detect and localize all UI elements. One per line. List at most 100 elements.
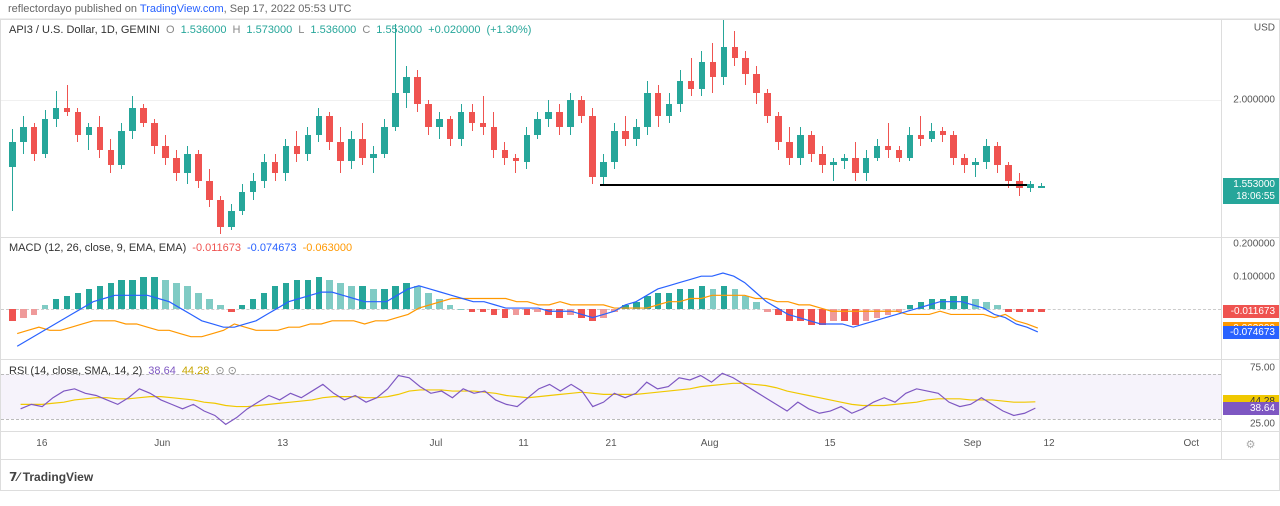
candle bbox=[863, 20, 870, 238]
macd-badge: -0.074673 bbox=[1223, 326, 1279, 339]
macd-hist-bar bbox=[688, 289, 695, 308]
candle bbox=[403, 20, 410, 238]
macd-hist-bar bbox=[742, 296, 749, 309]
candle bbox=[283, 20, 290, 238]
macd-hist-bar bbox=[140, 277, 147, 309]
candle bbox=[753, 20, 760, 238]
candle bbox=[370, 20, 377, 238]
macd-hist-bar bbox=[9, 309, 16, 322]
candle bbox=[414, 20, 421, 238]
macd-panel[interactable]: MACD (12, 26, close, 9, EMA, EMA) -0.011… bbox=[1, 238, 1279, 360]
candle bbox=[600, 20, 607, 238]
candle bbox=[469, 20, 476, 238]
candle bbox=[195, 20, 202, 238]
macd-hist-bar bbox=[929, 299, 936, 309]
candle bbox=[359, 20, 366, 238]
macd-hist-bar bbox=[611, 309, 618, 312]
candle bbox=[830, 20, 837, 238]
candle bbox=[611, 20, 618, 238]
candle bbox=[480, 20, 487, 238]
macd-line-value: -0.074673 bbox=[247, 242, 297, 254]
candle bbox=[524, 20, 531, 238]
publish-verb: published on bbox=[75, 3, 137, 15]
ohlc-pct: (+1.30%) bbox=[486, 24, 531, 36]
macd-hist-bar bbox=[151, 277, 158, 309]
price-axis[interactable]: USD 2.0000001.55300018:06:55 bbox=[1221, 20, 1279, 237]
candle bbox=[961, 20, 968, 238]
macd-hist-bar bbox=[480, 309, 487, 312]
support-line[interactable] bbox=[600, 184, 1027, 186]
candle bbox=[764, 20, 771, 238]
rsi-panel[interactable]: RSI (14, close, SMA, 14, 2) 38.64 44.28 … bbox=[1, 360, 1279, 432]
candle bbox=[261, 20, 268, 238]
rsi-value: 38.64 bbox=[148, 365, 176, 377]
macd-hist-bar bbox=[797, 309, 804, 322]
macd-hist-bar bbox=[961, 296, 968, 309]
macd-hist-bar bbox=[874, 309, 881, 319]
macd-label: MACD (12, 26, close, 9, EMA, EMA) bbox=[9, 242, 186, 254]
candle bbox=[1005, 20, 1012, 238]
time-tick: Aug bbox=[701, 438, 719, 449]
candle bbox=[972, 20, 979, 238]
candle bbox=[578, 20, 585, 238]
macd-hist-bar bbox=[491, 309, 498, 315]
macd-hist-bar bbox=[458, 309, 465, 310]
candle bbox=[721, 20, 728, 238]
candle bbox=[502, 20, 509, 238]
candle bbox=[108, 20, 115, 238]
candle bbox=[874, 20, 881, 238]
candle bbox=[305, 20, 312, 238]
macd-hist-bar bbox=[206, 299, 213, 309]
time-tick: 12 bbox=[1043, 438, 1054, 449]
macd-hist-bar bbox=[950, 296, 957, 309]
macd-hist-bar bbox=[86, 289, 93, 308]
macd-hist-value: -0.011673 bbox=[192, 242, 241, 254]
candle bbox=[129, 20, 136, 238]
site-link[interactable]: TradingView.com bbox=[140, 3, 224, 15]
candle bbox=[392, 20, 399, 238]
time-tick: Jul bbox=[430, 438, 443, 449]
macd-hist-bar bbox=[524, 309, 531, 315]
candle bbox=[983, 20, 990, 238]
candle bbox=[381, 20, 388, 238]
macd-badge: -0.011673 bbox=[1223, 305, 1279, 318]
macd-hist-bar bbox=[972, 299, 979, 309]
macd-hist-bar bbox=[359, 286, 366, 308]
macd-hist-bar bbox=[305, 280, 312, 309]
macd-hist-bar bbox=[42, 305, 49, 308]
candle bbox=[918, 20, 925, 238]
candle bbox=[885, 20, 892, 238]
candle bbox=[786, 20, 793, 238]
macd-hist-bar bbox=[108, 283, 115, 309]
candle bbox=[633, 20, 640, 238]
price-panel[interactable]: API3 / U.S. Dollar, 1D, GEMINI O1.536000… bbox=[1, 20, 1279, 238]
macd-hist-bar bbox=[808, 309, 815, 325]
macd-axis[interactable]: 0.2000000.100000-0.011673-0.063000-0.074… bbox=[1221, 238, 1279, 359]
time-tick: 21 bbox=[606, 438, 617, 449]
candle bbox=[272, 20, 279, 238]
candle bbox=[808, 20, 815, 238]
candle bbox=[250, 20, 257, 238]
macd-hist-bar bbox=[885, 309, 892, 315]
axis-settings[interactable]: ⚙ bbox=[1221, 432, 1279, 459]
price-info-row: API3 / U.S. Dollar, 1D, GEMINI O1.536000… bbox=[9, 24, 531, 36]
candle bbox=[666, 20, 673, 238]
macd-hist-bar bbox=[983, 302, 990, 308]
macd-hist-bar bbox=[326, 280, 333, 309]
rsi-band bbox=[1, 374, 1221, 419]
rsi-axis[interactable]: 75.0025.0044.2838.64 bbox=[1221, 360, 1279, 431]
ohlc-open: 1.536000 bbox=[181, 24, 227, 36]
macd-hist-bar bbox=[600, 309, 607, 319]
macd-hist-bar bbox=[732, 289, 739, 308]
macd-hist-bar bbox=[20, 309, 27, 319]
candle bbox=[677, 20, 684, 238]
macd-hist-bar bbox=[348, 286, 355, 308]
macd-hist-bar bbox=[337, 283, 344, 309]
macd-hist-bar bbox=[666, 293, 673, 309]
macd-hist-bar bbox=[53, 299, 60, 309]
candle bbox=[950, 20, 957, 238]
candle bbox=[513, 20, 520, 238]
candle bbox=[31, 20, 38, 238]
macd-hist-bar bbox=[425, 293, 432, 309]
macd-hist-bar bbox=[841, 309, 848, 322]
